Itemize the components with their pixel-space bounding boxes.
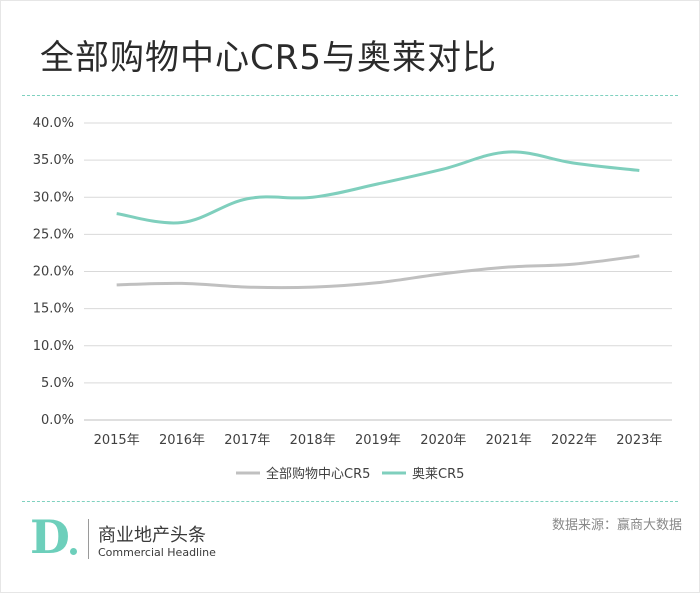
y-tick-label: 35.0%	[33, 153, 74, 168]
y-tick-label: 25.0%	[33, 227, 74, 242]
y-tick-label: 5.0%	[41, 376, 74, 391]
x-tick-label: 2017年	[224, 433, 270, 448]
brand-name-cn: 商业地产头条	[98, 525, 206, 546]
x-tick-label: 2018年	[290, 433, 336, 448]
x-tick-label: 2015年	[94, 433, 140, 448]
x-tick-label: 2020年	[420, 433, 466, 448]
footer-divider	[22, 501, 678, 502]
title-divider	[22, 95, 678, 96]
brand-logo-dot	[70, 548, 77, 555]
x-tick-label: 2022年	[551, 433, 597, 448]
x-tick-label: 2021年	[486, 433, 532, 448]
series-line-all-malls	[116, 254, 640, 290]
chart-title: 全部购物中心CR5与奥莱对比	[40, 38, 497, 78]
x-tick-label: 2019年	[355, 433, 401, 448]
x-tick-label: 2016年	[159, 433, 205, 448]
brand-separator	[88, 519, 89, 559]
data-source: 数据来源：赢商大数据	[551, 518, 682, 533]
series-line-outlets	[116, 150, 640, 225]
y-tick-label: 10.0%	[33, 339, 74, 354]
y-tick-label: 40.0%	[33, 116, 74, 131]
line-chart: 0.0% 5.0% 10.0% 15.0% 20.0% 25.0% 30.0% 35.0% 40…	[33, 116, 672, 482]
brand-logo-icon: D	[30, 510, 70, 564]
brand-name-en: Commercial Headline	[98, 546, 216, 559]
legend-label: 奥莱CR5	[412, 467, 464, 482]
y-tick-label: 0.0%	[41, 413, 74, 428]
legend-label: 全部购物中心CR5	[266, 466, 370, 482]
x-tick-label: 2023年	[616, 433, 662, 448]
y-tick-label: 20.0%	[33, 265, 74, 280]
y-tick-label: 15.0%	[33, 302, 74, 317]
y-tick-label: 30.0%	[33, 190, 74, 205]
